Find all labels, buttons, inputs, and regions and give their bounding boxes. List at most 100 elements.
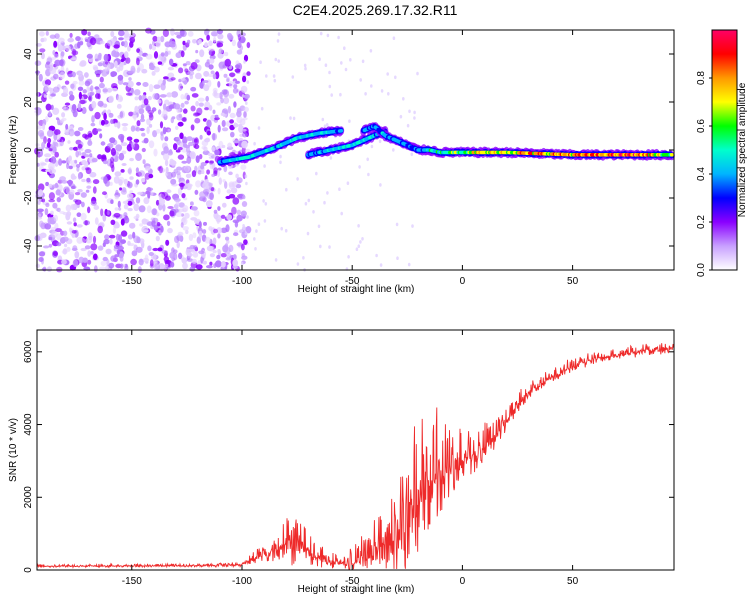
noise-blob (59, 176, 66, 182)
noise-blob (194, 59, 200, 63)
noise-blob (217, 233, 221, 239)
noise-blob (170, 178, 177, 185)
noise-blob (192, 232, 197, 239)
noise-blob (217, 81, 221, 88)
noise-blob (177, 147, 183, 151)
noise-blob (160, 52, 165, 57)
noise-blob (144, 254, 149, 261)
noise-blob (163, 146, 169, 154)
noise-blob (125, 57, 131, 64)
noise-blob (112, 227, 116, 234)
noise-blob (127, 70, 135, 74)
noise-blob (86, 86, 90, 93)
noise-blob (204, 42, 209, 48)
noise-blob (52, 50, 56, 56)
noise-blob (142, 82, 149, 87)
noise-blob (43, 245, 50, 249)
noise-blob (348, 119, 351, 123)
y-tick-label: 40 (23, 48, 34, 60)
noise-blob (153, 84, 161, 89)
noise-blob (190, 201, 194, 206)
noise-blob (47, 216, 52, 225)
noise-blob (126, 80, 134, 88)
noise-blob (118, 30, 125, 37)
noise-blob (61, 236, 69, 242)
noise-blob (186, 146, 190, 153)
noise-blob (143, 197, 150, 205)
noise-blob (115, 144, 123, 152)
noise-blob (196, 236, 201, 244)
noise-blob (204, 107, 210, 111)
noise-blob (52, 251, 58, 257)
noise-blob (326, 33, 330, 38)
noise-blob (72, 217, 77, 223)
noise-blob (80, 247, 87, 252)
noise-blob (236, 214, 243, 222)
noise-blob (94, 34, 100, 39)
noise-blob (146, 126, 150, 134)
noise-blob (124, 51, 129, 59)
noise-blob (241, 253, 245, 258)
snr-plot-area (37, 330, 674, 570)
noise-blob (238, 229, 246, 234)
noise-blob (169, 158, 174, 164)
noise-blob (328, 84, 332, 89)
noise-blob (41, 198, 46, 203)
noise-blob (198, 221, 202, 229)
noise-blob (379, 263, 383, 267)
noise-blob (87, 130, 93, 139)
noise-blob (220, 97, 224, 104)
noise-blob (157, 61, 163, 65)
noise-blob (302, 255, 305, 260)
noise-blob (292, 116, 296, 121)
noise-blob (65, 204, 72, 212)
noise-blob (110, 219, 116, 225)
noise-blob (137, 63, 144, 71)
noise-blob (52, 146, 57, 154)
noise-blob (199, 134, 203, 140)
noise-blob (204, 236, 211, 244)
colorbar-ticks: 0.0 0.2 0.4 0.6 0.8 (696, 71, 712, 277)
noise-blob (151, 107, 157, 112)
noise-blob (209, 261, 213, 266)
noise-blob (160, 133, 164, 141)
noise-blob (48, 243, 53, 248)
noise-blob (216, 254, 221, 260)
noise-blob (162, 29, 169, 37)
noise-blob (135, 167, 139, 173)
noise-blob (156, 36, 161, 42)
noise-blob (370, 84, 373, 88)
noise-blob (84, 245, 91, 250)
noise-blob (181, 193, 186, 199)
noise-blob (236, 107, 242, 114)
noise-blob (328, 70, 331, 75)
noise-blob (45, 103, 52, 111)
noise-blob (182, 205, 189, 213)
noise-blob (146, 118, 151, 126)
noise-blob (123, 212, 128, 217)
noise-blob (71, 230, 77, 234)
noise-blob (238, 123, 243, 128)
noise-blob (220, 112, 225, 117)
noise-blob (42, 123, 46, 131)
noise-blob (181, 217, 186, 224)
noise-blob (235, 150, 239, 155)
noise-blob (120, 239, 126, 245)
noise-blob (157, 109, 162, 115)
noise-blob (123, 178, 128, 185)
noise-blob (138, 50, 144, 56)
noise-blob (164, 159, 169, 167)
noise-blob (133, 216, 139, 220)
noise-blob (116, 121, 121, 129)
noise-blob (53, 86, 60, 93)
noise-blob (217, 124, 221, 133)
noise-blob (170, 77, 176, 81)
noise-blob (228, 171, 233, 176)
noise-blob (237, 33, 241, 42)
noise-blob (123, 40, 128, 48)
noise-blob (153, 51, 159, 59)
noise-blob (206, 265, 213, 269)
noise-blob (48, 166, 54, 175)
noise-blob (188, 233, 194, 242)
noise-blob (81, 178, 86, 183)
